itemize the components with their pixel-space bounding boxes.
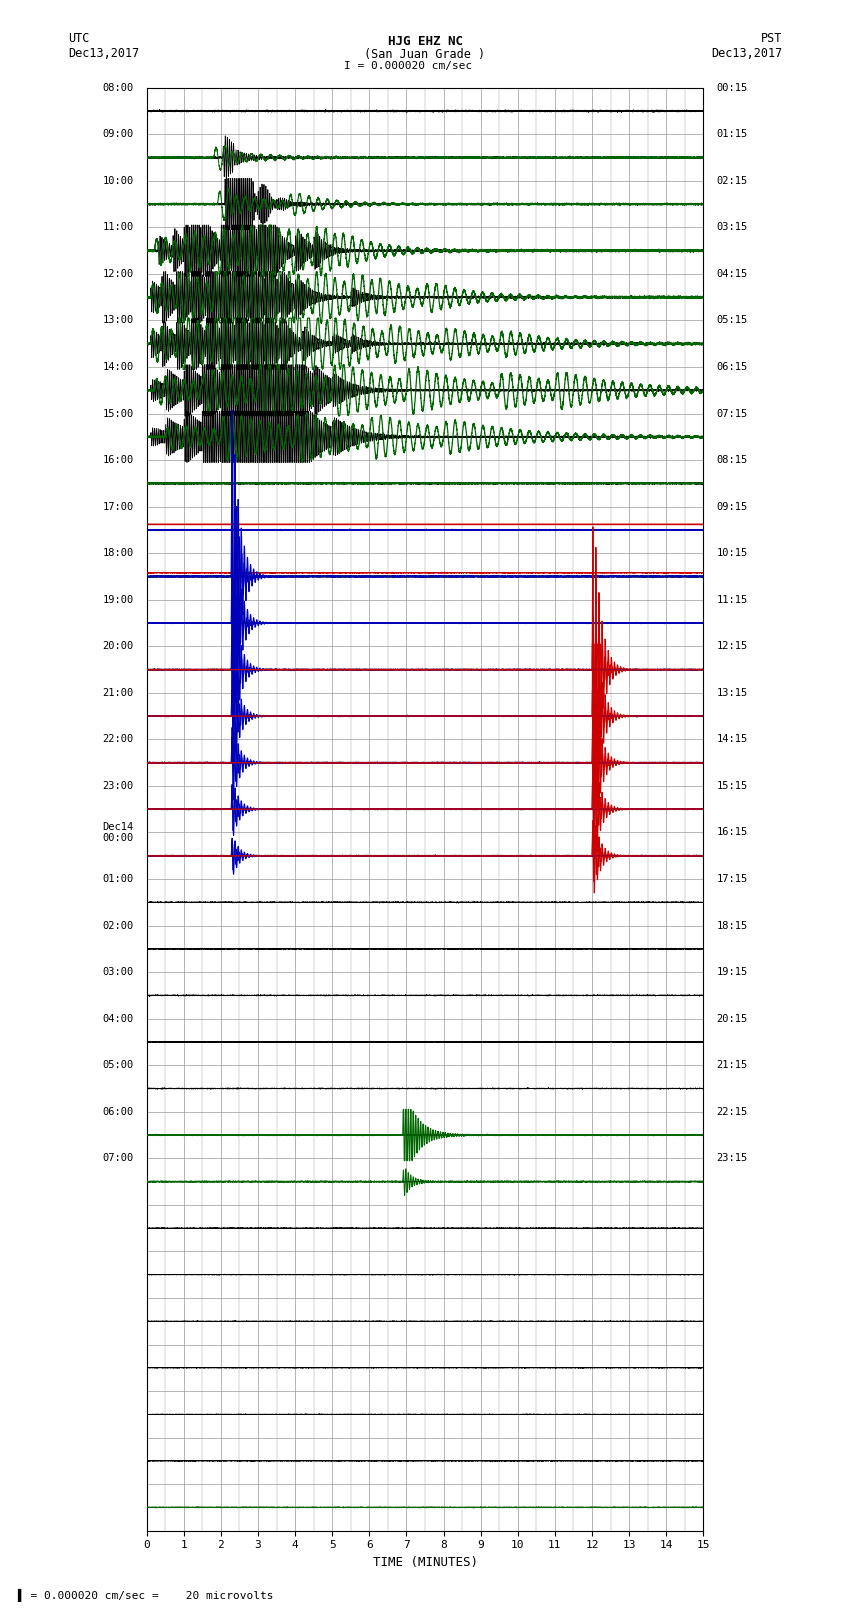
Text: 04:00: 04:00 (102, 1013, 133, 1024)
Text: 10:15: 10:15 (717, 548, 748, 558)
Text: 10:00: 10:00 (102, 176, 133, 185)
Text: 02:15: 02:15 (717, 176, 748, 185)
Text: 06:00: 06:00 (102, 1107, 133, 1116)
X-axis label: TIME (MINUTES): TIME (MINUTES) (372, 1557, 478, 1569)
Text: 08:15: 08:15 (717, 455, 748, 465)
Text: 20:00: 20:00 (102, 642, 133, 652)
Text: 18:00: 18:00 (102, 548, 133, 558)
Text: 03:15: 03:15 (717, 223, 748, 232)
Text: ▌ = 0.000020 cm/sec =    20 microvolts: ▌ = 0.000020 cm/sec = 20 microvolts (17, 1589, 274, 1602)
Text: 09:00: 09:00 (102, 129, 133, 139)
Text: 22:00: 22:00 (102, 734, 133, 744)
Text: 07:15: 07:15 (717, 408, 748, 418)
Text: 23:15: 23:15 (717, 1153, 748, 1163)
Text: 14:00: 14:00 (102, 361, 133, 373)
Text: 11:00: 11:00 (102, 223, 133, 232)
Text: 01:15: 01:15 (717, 129, 748, 139)
Text: (San Juan Grade ): (San Juan Grade ) (365, 48, 485, 61)
Text: 09:15: 09:15 (717, 502, 748, 511)
Text: 16:00: 16:00 (102, 455, 133, 465)
Text: 05:00: 05:00 (102, 1060, 133, 1069)
Text: 03:00: 03:00 (102, 968, 133, 977)
Text: 17:15: 17:15 (717, 874, 748, 884)
Text: 14:15: 14:15 (717, 734, 748, 744)
Text: PST: PST (761, 32, 782, 45)
Text: 11:15: 11:15 (717, 595, 748, 605)
Text: 19:00: 19:00 (102, 595, 133, 605)
Text: 21:00: 21:00 (102, 687, 133, 698)
Text: 15:00: 15:00 (102, 408, 133, 418)
Text: 04:15: 04:15 (717, 269, 748, 279)
Text: Dec13,2017: Dec13,2017 (711, 47, 782, 60)
Text: HJG EHZ NC: HJG EHZ NC (388, 35, 462, 48)
Text: I = 0.000020 cm/sec: I = 0.000020 cm/sec (344, 61, 472, 71)
Text: 17:00: 17:00 (102, 502, 133, 511)
Text: 13:15: 13:15 (717, 687, 748, 698)
Text: 16:15: 16:15 (717, 827, 748, 837)
Text: 05:15: 05:15 (717, 316, 748, 326)
Text: 08:00: 08:00 (102, 82, 133, 92)
Text: 18:15: 18:15 (717, 921, 748, 931)
Text: Dec14
00:00: Dec14 00:00 (102, 821, 133, 844)
Text: 02:00: 02:00 (102, 921, 133, 931)
Text: 01:00: 01:00 (102, 874, 133, 884)
Text: UTC: UTC (68, 32, 89, 45)
Text: 23:00: 23:00 (102, 781, 133, 790)
Text: 00:15: 00:15 (717, 82, 748, 92)
Text: 12:15: 12:15 (717, 642, 748, 652)
Text: 06:15: 06:15 (717, 361, 748, 373)
Text: 22:15: 22:15 (717, 1107, 748, 1116)
Text: Dec13,2017: Dec13,2017 (68, 47, 139, 60)
Text: 21:15: 21:15 (717, 1060, 748, 1069)
Text: 07:00: 07:00 (102, 1153, 133, 1163)
Text: 15:15: 15:15 (717, 781, 748, 790)
Text: 20:15: 20:15 (717, 1013, 748, 1024)
Text: 19:15: 19:15 (717, 968, 748, 977)
Text: 13:00: 13:00 (102, 316, 133, 326)
Text: 12:00: 12:00 (102, 269, 133, 279)
